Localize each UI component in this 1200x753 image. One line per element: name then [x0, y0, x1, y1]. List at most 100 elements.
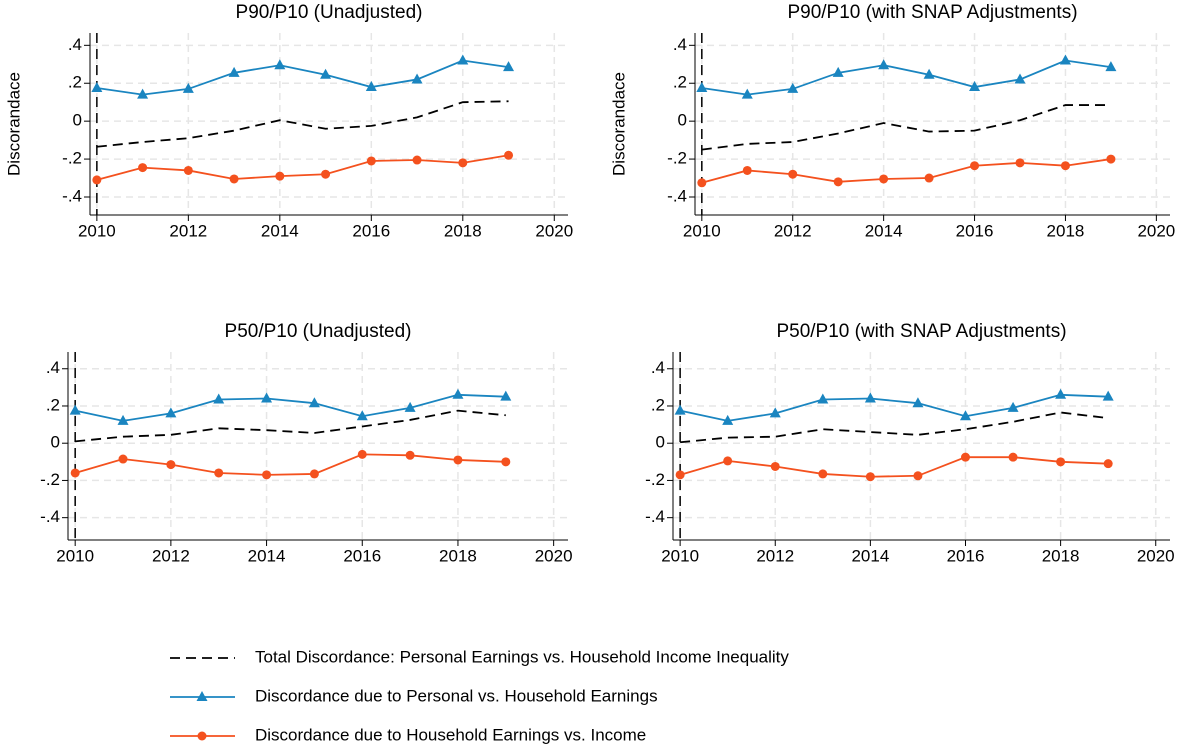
marker-circle: [1008, 452, 1018, 462]
marker-circle: [865, 472, 875, 482]
chart-title: P90/P10 (Unadjusted): [236, 2, 423, 23]
marker-circle: [788, 169, 798, 179]
series-line: [96, 100, 509, 148]
x-tick-label: 2010: [661, 546, 699, 565]
marker-circle: [879, 174, 889, 184]
marker-triangle: [182, 82, 194, 93]
marker-triangle: [969, 81, 981, 92]
x-tick-label: 2020: [1137, 546, 1175, 565]
marker-triangle: [1007, 401, 1019, 412]
y-tick-label: -.4: [62, 186, 82, 205]
marker-triangle: [923, 68, 935, 79]
series-line: [74, 393, 506, 422]
y-axis-label: Discorandace: [609, 72, 628, 176]
marker-circle: [118, 454, 128, 464]
legend-label: Total Discordance: Personal Earnings vs.…: [255, 647, 789, 666]
marker-triangle: [165, 407, 177, 418]
legend-label: Discordance due to Personal vs. Househol…: [255, 686, 658, 705]
y-tick-label: 0: [51, 433, 60, 452]
marker-triangle: [878, 59, 890, 70]
x-tick-label: 2016: [947, 546, 985, 565]
x-tick-label: 2020: [535, 221, 573, 240]
marker-triangle: [912, 397, 924, 408]
marker-triangle: [261, 392, 273, 403]
marker-circle: [970, 161, 980, 171]
chart-title: P50/P10 (Unadjusted): [225, 321, 412, 342]
marker-triangle: [1055, 388, 1067, 399]
legend-marker: [196, 691, 208, 701]
y-tick-label: -.4: [40, 507, 60, 526]
marker-circle: [458, 158, 468, 168]
y-tick-label: .4: [46, 358, 60, 377]
marker-circle: [1106, 154, 1116, 164]
marker-circle: [723, 456, 733, 466]
marker-circle: [138, 163, 148, 173]
marker-triangle: [411, 73, 423, 84]
marker-circle: [742, 165, 752, 175]
y-tick-label: -.4: [667, 186, 687, 205]
x-tick-label: 2020: [535, 546, 573, 565]
marker-circle: [913, 471, 923, 481]
x-tick-label: 2018: [439, 546, 477, 565]
marker-triangle: [452, 388, 464, 399]
marker-triangle: [1102, 390, 1114, 401]
series-line: [96, 59, 509, 96]
marker-triangle: [959, 410, 971, 421]
marker-circle: [275, 171, 285, 181]
y-tick-label: 0: [678, 111, 687, 130]
series-line: [701, 104, 1111, 151]
y-tick-label: 0: [656, 433, 665, 452]
marker-triangle: [308, 397, 320, 408]
series-line: [74, 453, 506, 476]
y-tick-label: -.2: [645, 470, 665, 489]
marker-circle: [92, 175, 102, 185]
marker-triangle: [674, 404, 686, 415]
marker-triangle: [137, 88, 149, 99]
x-tick-label: 2020: [1137, 221, 1175, 240]
marker-circle: [1056, 457, 1066, 467]
marker-triangle: [356, 410, 368, 421]
y-tick-label: .4: [68, 35, 82, 54]
y-tick-label: -.4: [645, 507, 665, 526]
y-tick-label: .4: [673, 35, 687, 54]
marker-triangle: [457, 54, 469, 65]
x-tick-label: 2012: [756, 546, 794, 565]
series-line: [75, 409, 506, 443]
x-tick-label: 2016: [352, 221, 390, 240]
x-tick-label: 2018: [1042, 546, 1080, 565]
marker-triangle: [404, 401, 416, 412]
y-tick-label: .2: [68, 73, 82, 92]
marker-triangle: [274, 59, 286, 70]
x-tick-label: 2010: [78, 221, 116, 240]
marker-circle: [501, 457, 511, 467]
marker-triangle: [1105, 61, 1117, 72]
marker-triangle: [500, 390, 512, 401]
y-tick-label: .4: [651, 358, 665, 377]
marker-triangle: [503, 61, 515, 72]
marker-circle: [924, 173, 934, 183]
marker-triangle: [722, 414, 734, 425]
y-tick-label: -.2: [62, 149, 82, 168]
marker-circle: [321, 169, 331, 179]
marker-circle: [960, 452, 970, 462]
marker-circle: [405, 450, 415, 460]
marker-triangle: [320, 68, 332, 79]
marker-triangle: [769, 407, 781, 418]
series-line: [701, 158, 1112, 184]
series-line: [679, 393, 1109, 422]
marker-circle: [183, 165, 193, 175]
y-tick-label: -.2: [40, 470, 60, 489]
marker-circle: [453, 455, 463, 465]
marker-triangle: [365, 81, 377, 92]
x-tick-label: 2010: [683, 221, 721, 240]
series-line: [96, 154, 509, 181]
x-tick-label: 2014: [248, 546, 286, 565]
marker-triangle: [1059, 54, 1071, 65]
x-tick-label: 2016: [956, 221, 994, 240]
marker-circle: [262, 470, 272, 480]
marker-triangle: [213, 393, 225, 404]
marker-triangle: [91, 81, 103, 92]
y-tick-label: -.2: [667, 149, 687, 168]
x-tick-label: 2018: [444, 221, 482, 240]
